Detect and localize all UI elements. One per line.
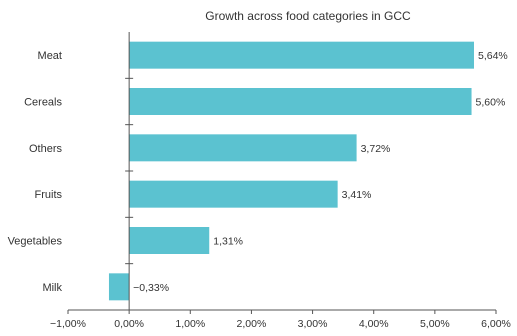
value-label-cereals: 5,60% xyxy=(476,97,506,109)
value-label-vegetables: 1,31% xyxy=(213,236,243,248)
value-label-meat: 5,64% xyxy=(478,50,508,62)
bar-fruits xyxy=(129,180,338,208)
category-label-vegetables: Vegetables xyxy=(8,236,63,248)
bars-layer xyxy=(108,41,474,301)
axes-layer xyxy=(67,32,497,314)
x-tick-label: 5,00% xyxy=(420,318,450,330)
bar-others xyxy=(129,134,357,162)
x-tick-label: 2,00% xyxy=(237,318,267,330)
category-label-cereals: Cereals xyxy=(24,97,62,109)
x-tick-label: 3,00% xyxy=(298,318,328,330)
labels-layer: Meat 5,64% Cereals 5,60% Others 3,72% Fruits 3,… xyxy=(8,50,511,330)
category-label-fruits: Fruits xyxy=(35,189,63,201)
bar-cereals xyxy=(129,88,472,115)
x-tick-label: 1,00% xyxy=(175,318,205,330)
value-label-milk: −0,33% xyxy=(133,282,169,294)
x-tick-label: 6,00% xyxy=(481,318,511,330)
value-label-others: 3,72% xyxy=(361,143,391,155)
bar-vegetables xyxy=(129,227,210,254)
chart-title: Growth across food categories in GCC xyxy=(205,9,411,23)
category-label-others: Others xyxy=(29,143,63,155)
category-label-milk: Milk xyxy=(42,282,62,294)
bar-milk xyxy=(108,273,130,301)
x-tick-label: 0,00% xyxy=(114,318,144,330)
x-tick-label: −1,00% xyxy=(50,318,86,330)
bar-meat xyxy=(129,41,474,69)
x-tick-label: 4,00% xyxy=(359,318,389,330)
category-label-meat: Meat xyxy=(38,50,62,62)
value-label-fruits: 3,41% xyxy=(342,189,372,201)
